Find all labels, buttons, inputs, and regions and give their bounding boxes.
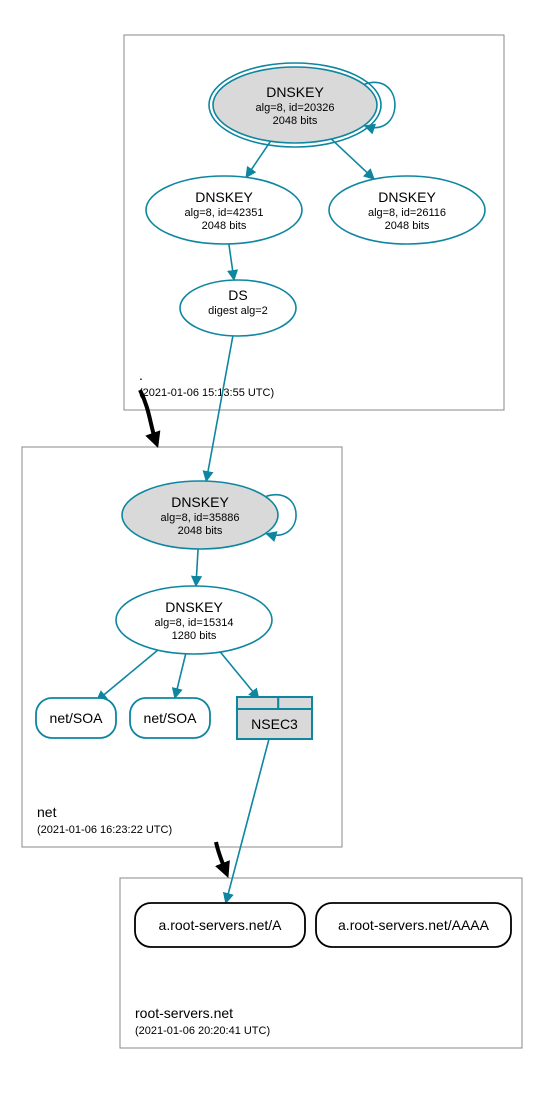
- node-zsk_root_2-line1: alg=8, id=26116: [368, 207, 446, 219]
- node-soa1: net/SOA: [36, 698, 116, 738]
- edge-root_to_zsk2: [331, 139, 374, 179]
- node-layer: DNSKEYalg=8, id=203262048 bitsDNSKEYalg=…: [36, 63, 511, 947]
- node-zsk_root_2-line2: 2048 bits: [385, 220, 430, 232]
- node-zsk_net-line0: DNSKEY: [165, 599, 223, 615]
- node-nsec3: NSEC3: [237, 697, 312, 739]
- node-ksk_root-line0: DNSKEY: [266, 84, 324, 100]
- node-arec: a.root-servers.net/A: [135, 903, 305, 947]
- edge-ds_to_ksknet: [206, 336, 233, 481]
- node-zsk_root_1-line1: alg=8, id=42351: [185, 207, 264, 219]
- node-ksk_root-line2: 2048 bits: [273, 115, 318, 127]
- node-soa2-label: net/SOA: [144, 710, 198, 726]
- edge-zsknet_to_nsec3: [220, 652, 259, 699]
- edge-zsk1_to_ds: [229, 244, 234, 280]
- node-ds_net-line1: digest alg=2: [208, 305, 268, 317]
- edge-root_to_zsk1: [246, 141, 270, 177]
- zone-ts-net: (2021-01-06 16:23:22 UTC): [37, 824, 172, 836]
- node-zsk_root_2: DNSKEY alg=8, id=261162048 bits: [329, 176, 485, 244]
- zone-title-rootservers: root-servers.net: [135, 1005, 233, 1021]
- node-ksk_root: DNSKEY alg=8, id=203262048 bits: [209, 63, 381, 147]
- node-zsk_net: DNSKEY alg=8, id=153141280 bits: [116, 586, 272, 654]
- node-zsk_root_2-line0: DNSKEY: [378, 189, 436, 205]
- node-zsk_root_1-line2: 2048 bits: [202, 220, 247, 232]
- node-soa2: net/SOA: [130, 698, 210, 738]
- node-zsk_root_1-line0: DNSKEY: [195, 189, 253, 205]
- node-ksk_net-line1: alg=8, id=35886: [161, 512, 240, 524]
- node-soa1-label: net/SOA: [50, 710, 104, 726]
- node-zsk_root_1: DNSKEY alg=8, id=423512048 bits: [146, 176, 302, 244]
- node-ds_net: DS digest alg=2: [180, 280, 296, 336]
- edge-zsknet_to_soa2: [175, 654, 186, 698]
- node-arec-label: a.root-servers.net/A: [159, 917, 283, 933]
- node-ksk_net-line2: 2048 bits: [178, 525, 223, 537]
- node-ksk_root-line1: alg=8, id=20326: [256, 102, 335, 114]
- node-zsk_net-line2: 1280 bits: [172, 630, 217, 642]
- zone-title-net: net: [37, 804, 57, 820]
- node-ksk_net-line0: DNSKEY: [171, 494, 229, 510]
- zone-title-root: .: [139, 367, 143, 383]
- edge-ksknet_to_zsknet: [196, 549, 198, 586]
- zone-ts-rootservers: (2021-01-06 20:20:41 UTC): [135, 1025, 270, 1037]
- edge-zsknet_to_soa1: [97, 650, 158, 701]
- zone-ts-root: (2021-01-06 15:13:55 UTC): [139, 387, 274, 399]
- node-ds_net-line0: DS: [228, 287, 247, 303]
- node-nsec3-label: NSEC3: [251, 716, 298, 732]
- node-aaaarec-label: a.root-servers.net/AAAA: [338, 917, 490, 933]
- node-aaaarec: a.root-servers.net/AAAA: [316, 903, 511, 947]
- node-ksk_net: DNSKEY alg=8, id=358862048 bits: [122, 481, 278, 549]
- node-zsk_net-line1: alg=8, id=15314: [155, 617, 234, 629]
